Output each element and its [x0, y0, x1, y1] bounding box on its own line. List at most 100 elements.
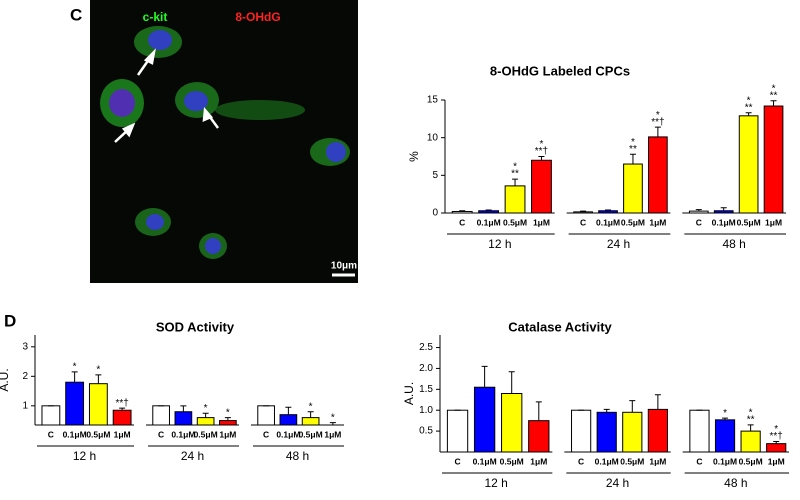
significance-mark: **	[770, 90, 778, 101]
bar	[622, 411, 643, 453]
bar	[713, 210, 734, 214]
significance-mark: *	[204, 403, 208, 414]
significance-mark: *	[774, 424, 778, 435]
bar	[688, 210, 709, 214]
group-label: 12 h	[73, 449, 96, 463]
error-bar	[329, 422, 336, 425]
bar	[598, 210, 618, 214]
bar	[571, 409, 592, 453]
bar-category-label: C	[454, 456, 460, 466]
significance-mark: *	[631, 137, 635, 148]
significance-mark: *	[656, 110, 660, 121]
error-bar	[485, 209, 492, 211]
significance-mark: *	[331, 412, 335, 423]
panel-label: D	[4, 311, 16, 330]
bar-category-label: C	[459, 217, 465, 227]
error-bar	[224, 417, 231, 421]
bar-category-label: 1μM	[649, 217, 666, 227]
bar	[648, 136, 668, 214]
bar	[689, 409, 710, 453]
error-bar	[745, 112, 752, 116]
error-bar	[459, 210, 466, 212]
image-label: c-kit	[143, 10, 168, 24]
bar	[446, 409, 469, 453]
error-bar	[481, 365, 488, 388]
error-bar	[695, 209, 702, 212]
bar	[152, 405, 170, 426]
significance-mark: *	[540, 139, 544, 150]
bar	[573, 211, 593, 214]
bar-category-label: 0.1μM	[473, 456, 497, 466]
bar-category-label: 1μM	[219, 429, 236, 439]
bar-category-label: 0.1μM	[596, 217, 620, 227]
error-bar	[720, 207, 727, 211]
group-label: 12 h	[488, 237, 511, 251]
bar-category-label: C	[696, 456, 702, 466]
y-tick-label: 1.5	[419, 384, 433, 395]
y-axis-label: A.U.	[402, 382, 416, 405]
bar-category-label: C	[578, 456, 584, 466]
bar-category-label: 0.5μM	[620, 456, 644, 466]
chart-title: Catalase Activity	[508, 319, 612, 334]
y-tick-label: 3	[22, 341, 28, 352]
bar	[88, 383, 108, 426]
y-tick-label: 1	[22, 400, 28, 411]
significance-mark: *	[772, 83, 776, 94]
bar-category-label: C	[696, 217, 702, 227]
bar-category-label: 1μM	[324, 429, 341, 439]
y-axis-label: %	[407, 151, 421, 162]
significance-mark: **	[747, 414, 755, 425]
bar	[473, 386, 496, 453]
error-bar	[119, 407, 126, 411]
panel-label: C	[70, 5, 82, 24]
bar	[65, 381, 85, 426]
error-bar	[202, 412, 209, 418]
significance-mark: **	[511, 169, 519, 180]
bar	[504, 185, 526, 214]
bar-category-label: 0.1μM	[713, 456, 737, 466]
error-bar	[605, 209, 612, 211]
image-label: 8-OHdG	[235, 10, 280, 24]
group-label: 24 h	[606, 476, 629, 490]
error-bar	[603, 408, 610, 413]
group-label: 48 h	[724, 476, 747, 490]
significance-mark: *	[96, 364, 100, 375]
bar	[623, 163, 643, 214]
bar	[301, 417, 320, 426]
error-bar	[747, 424, 754, 432]
bar-category-label: C	[48, 429, 54, 439]
bar	[714, 419, 736, 453]
bar-category-label: 0.1μM	[712, 217, 736, 227]
chart-title: 8-OHdG Labeled CPCs	[490, 63, 630, 78]
y-tick-label: 2.5	[419, 342, 433, 353]
bar	[219, 420, 237, 426]
group-label: 24 h	[181, 449, 204, 463]
bar	[196, 417, 215, 426]
bar	[766, 443, 787, 453]
bar	[531, 159, 552, 214]
bar-category-label: 0.5μM	[503, 217, 527, 227]
error-bar	[512, 178, 519, 186]
bar-category-label: 0.1μM	[477, 217, 501, 227]
error-bar	[180, 405, 187, 412]
error-bar	[773, 441, 780, 444]
bar	[528, 420, 550, 453]
significance-mark: *	[73, 362, 77, 373]
bar-category-label: C	[158, 429, 164, 439]
bar-category-label: 0.1μM	[595, 456, 619, 466]
error-bar	[654, 126, 661, 137]
significance-mark: *	[513, 162, 517, 173]
y-tick-label: 0	[432, 208, 438, 219]
y-tick-label: 10	[427, 132, 439, 143]
bar-category-label: 1μM	[533, 217, 550, 227]
group-label: 48 h	[286, 449, 309, 463]
chart-title: SOD Activity	[156, 319, 235, 334]
significance-mark: **†	[651, 117, 664, 128]
error-bar	[538, 156, 545, 161]
significance-mark: *	[747, 95, 751, 106]
error-bar	[654, 394, 661, 410]
bar-category-label: 0.5μM	[194, 429, 218, 439]
bar-category-label: 0.5μM	[621, 217, 645, 227]
bar	[279, 414, 298, 426]
scale-bar-label: 10μm	[331, 261, 357, 272]
